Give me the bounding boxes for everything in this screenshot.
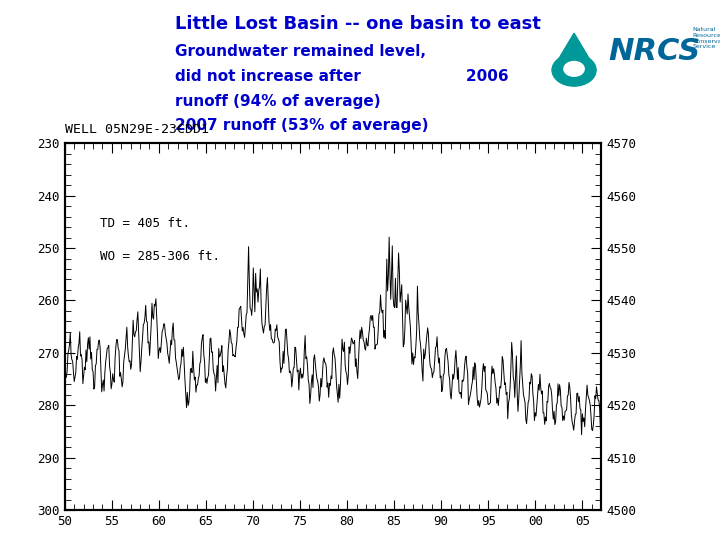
Text: runoff (94% of average): runoff (94% of average) <box>176 93 381 109</box>
Text: TD = 405 ft.: TD = 405 ft. <box>99 218 189 231</box>
Text: Little Lost Basin -- one basin to east: Little Lost Basin -- one basin to east <box>176 15 541 33</box>
Text: WO = 285-306 ft.: WO = 285-306 ft. <box>99 251 220 264</box>
Text: 2007 runoff (53% of average): 2007 runoff (53% of average) <box>176 118 429 133</box>
Text: WELL 05N29E-23CDD1: WELL 05N29E-23CDD1 <box>65 123 209 136</box>
Text: Natural
Resources
Conservation
Service: Natural Resources Conservation Service <box>693 27 720 50</box>
Text: did not increase after                    2006: did not increase after 2006 <box>176 69 509 84</box>
Text: NRCS: NRCS <box>608 37 700 66</box>
Text: Groundwater remained level,: Groundwater remained level, <box>176 44 426 59</box>
Circle shape <box>552 54 596 86</box>
Polygon shape <box>552 33 596 70</box>
Circle shape <box>564 62 584 76</box>
